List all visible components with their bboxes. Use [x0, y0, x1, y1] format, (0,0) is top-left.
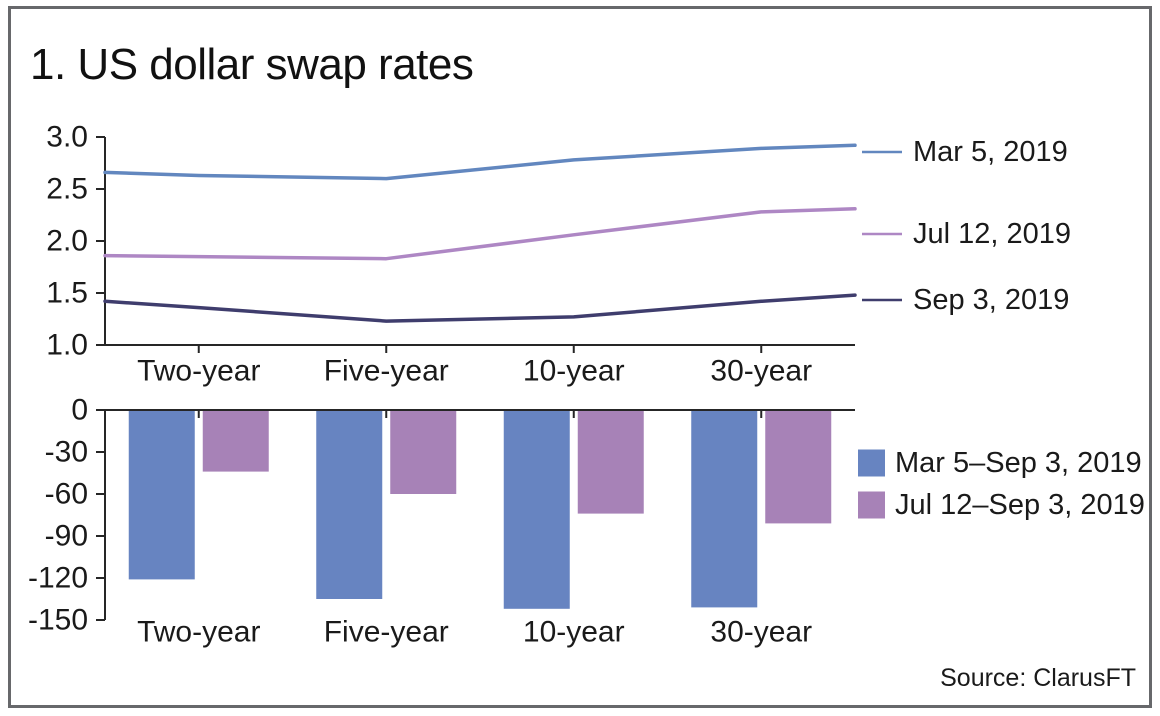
y-tick-label: -150	[28, 604, 88, 637]
x-category-label: 10-year	[523, 616, 625, 649]
legend-label-sep-3-2019: Sep 3, 2019	[913, 284, 1069, 316]
x-category-label: Five-year	[324, 355, 449, 388]
panel-border	[8, 6, 1152, 708]
x-category-label: Five-year	[324, 616, 449, 649]
x-category-label: Two-year	[137, 355, 260, 388]
legend-label-mar-5-sep-3-2019: Mar 5–Sep 3, 2019	[895, 447, 1142, 479]
y-tick-label: -60	[45, 478, 88, 511]
bar-30-year-jul-12-sep-3-2019	[765, 410, 832, 524]
y-tick-label: 1.0	[46, 329, 88, 362]
legend-swatch-mar-5-sep-3-2019	[858, 449, 885, 477]
line-series-mar-5-2019	[103, 143, 857, 181]
bar-two-year-mar-5-sep-3-2019	[128, 410, 195, 580]
bar-30-year-mar-5-sep-3-2019	[691, 410, 758, 608]
legend-label-jul-12-sep-3-2019: Jul 12–Sep 3, 2019	[895, 489, 1145, 521]
line-series-sep-3-2019	[103, 293, 857, 323]
y-tick-label: 2.0	[46, 225, 88, 258]
x-category-label: 10-year	[523, 355, 625, 388]
x-category-label: 30-year	[710, 355, 812, 388]
bar-five-year-mar-5-sep-3-2019	[316, 410, 383, 599]
bar-10-year-mar-5-sep-3-2019	[503, 410, 570, 609]
legend-swatch-jul-12-sep-3-2019	[858, 491, 885, 519]
bar-10-year-jul-12-sep-3-2019	[577, 410, 644, 514]
y-tick-label: 1.5	[46, 277, 88, 310]
y-tick-label: 0	[71, 394, 88, 427]
bar-five-year-jul-12-sep-3-2019	[390, 410, 457, 494]
legend-label-mar-5-2019: Mar 5, 2019	[913, 136, 1068, 168]
y-tick-label: -120	[28, 562, 88, 595]
y-tick-label: -30	[45, 436, 88, 469]
x-category-label: 30-year	[710, 616, 812, 649]
x-category-label: Two-year	[137, 616, 260, 649]
y-tick-label: -90	[45, 520, 88, 553]
y-tick-label: 3.0	[46, 121, 88, 154]
bar-two-year-jul-12-sep-3-2019	[202, 410, 269, 472]
chart-title: 1. US dollar swap rates	[30, 40, 474, 89]
legend-label-jul-12-2019: Jul 12, 2019	[913, 218, 1071, 250]
y-tick-label: 2.5	[46, 173, 88, 206]
source-note: Source: ClarusFT	[940, 664, 1136, 692]
line-series-jul-12-2019	[103, 207, 857, 261]
